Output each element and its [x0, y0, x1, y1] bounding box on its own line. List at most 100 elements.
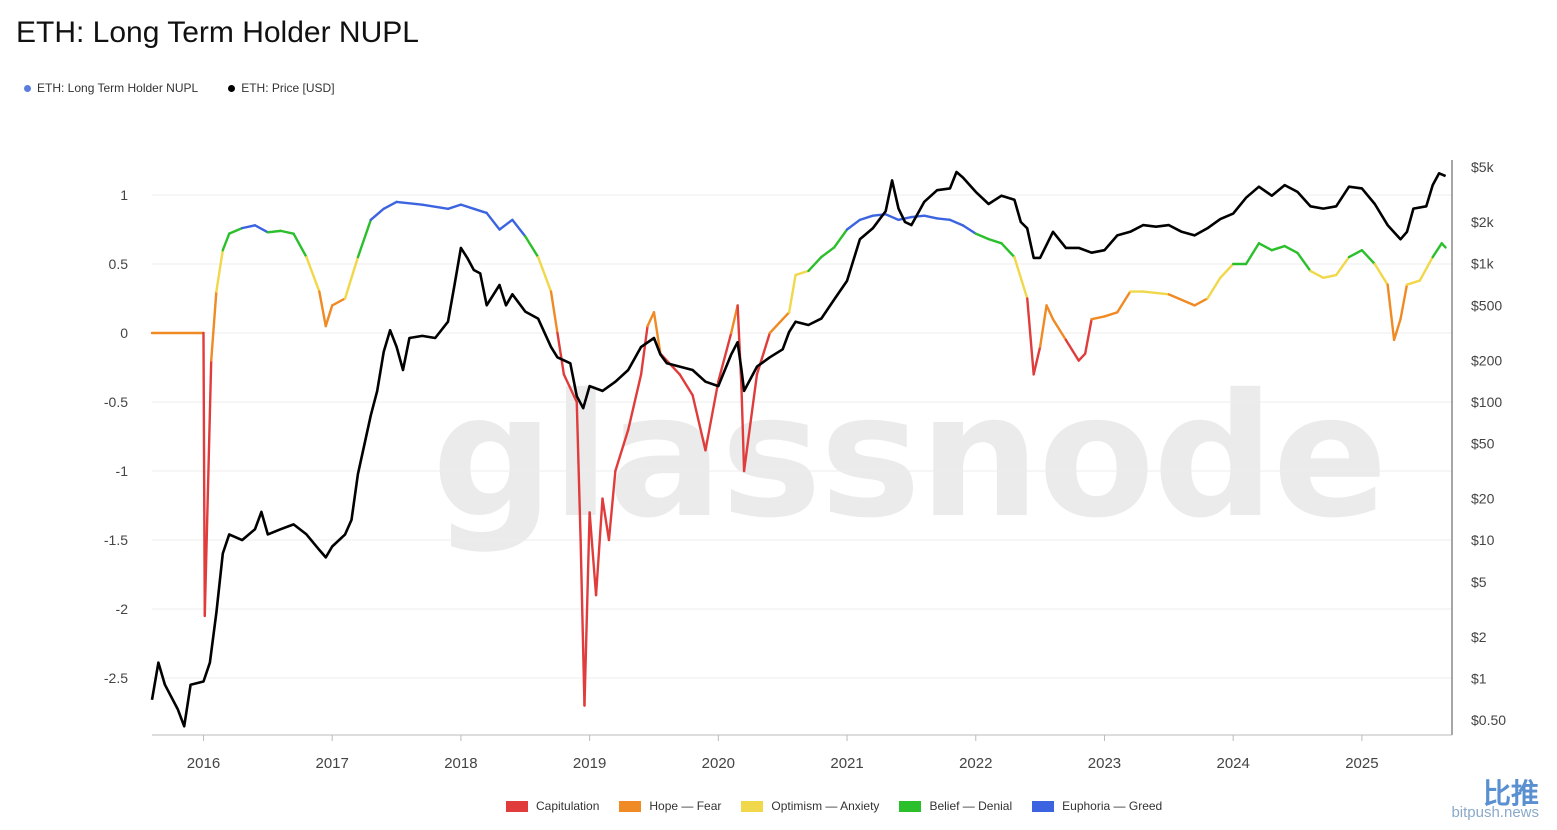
nupl-segment [356, 218, 373, 259]
x-tick-label: 2017 [316, 755, 349, 772]
x-tick-label: 2024 [1217, 755, 1250, 772]
nupl-segment [1399, 283, 1409, 321]
nupl-segment [421, 203, 450, 211]
legend-item-price[interactable]: ETH: Price [USD] [228, 81, 335, 95]
brand-logo: 比推 bitpush.news [1451, 772, 1539, 821]
nupl-segment [253, 224, 270, 234]
nupl-segment [330, 297, 347, 307]
nupl-segment [215, 248, 224, 293]
right-tick-label: $500 [1471, 297, 1502, 313]
nupl-segment [562, 373, 578, 404]
legend-label-nupl: ETH: Long Term Holder NUPL [37, 81, 199, 95]
nupl-segment [948, 218, 965, 227]
nupl-segment [974, 232, 990, 241]
nupl-segment [1347, 248, 1364, 259]
nupl-segment [1000, 242, 1016, 259]
nupl-segment [1283, 244, 1299, 255]
nupl-segment [1418, 255, 1434, 282]
nupl-segment [820, 246, 836, 259]
nupl-segment [498, 218, 514, 231]
right-tick-label: $10 [1471, 532, 1495, 548]
legend-swatch-capitulation [506, 800, 528, 812]
nupl-segment [1045, 304, 1055, 321]
nupl-segment [459, 203, 475, 211]
left-tick-label: -1 [116, 463, 129, 479]
nupl-segment [704, 380, 720, 452]
legend-swatch-hope-fear [619, 800, 642, 812]
nupl-segment [485, 211, 501, 231]
brand-domain: bitpush.news [1451, 804, 1539, 821]
nupl-segment [794, 269, 810, 277]
nupl-segment [556, 331, 566, 376]
nupl-segment [583, 511, 591, 707]
nupl-segment [910, 214, 926, 219]
right-tick-label: $1k [1471, 256, 1495, 272]
legend-item-euphoria-greed[interactable]: Euphoria — Greed [1032, 799, 1162, 813]
nupl-segment [203, 359, 213, 618]
nupl-segment [1013, 255, 1029, 300]
nupl-segment [1309, 269, 1325, 279]
nupl-segment [845, 218, 862, 231]
nupl-segment [1090, 315, 1106, 321]
left-tick-label: -1.5 [104, 532, 128, 548]
nupl-segment [858, 214, 874, 222]
nupl-segment [1206, 276, 1222, 300]
nupl-segment [1032, 345, 1042, 376]
nupl-segment [588, 511, 598, 597]
legend-label-optimism-anxiety: Optimism — Anxiety [771, 799, 880, 813]
legend-item-optimism-anxiety[interactable]: Optimism — Anxiety [741, 799, 879, 813]
legend-swatch-optimism-anxiety [741, 800, 764, 812]
nupl-segment [1431, 242, 1443, 259]
nupl-segment [594, 497, 604, 597]
legend-label-capitulation: Capitulation [536, 799, 600, 813]
legend-label-euphoria-greed: Euphoria — Greed [1062, 799, 1163, 813]
nupl-segment [1077, 352, 1087, 362]
nupl-segment [1064, 338, 1080, 362]
nupl-segment [369, 207, 385, 222]
legend-dot-price [228, 84, 236, 92]
right-tick-label: $20 [1471, 491, 1495, 507]
nupl-segment [221, 232, 231, 252]
nupl-segment [646, 311, 656, 328]
nupl-segment [1296, 251, 1312, 273]
nupl-segment [575, 400, 582, 542]
nupl-segment [787, 273, 797, 314]
nupl-segment [1270, 244, 1286, 252]
nupl-segment [1392, 318, 1402, 342]
nupl-segment [524, 235, 540, 259]
x-tick-label: 2019 [573, 755, 606, 772]
legend-swatch-belief-denial [899, 800, 922, 812]
brand-cn: 比推 [1482, 778, 1539, 809]
nupl-segment [202, 331, 206, 618]
legend-item-belief-denial[interactable]: Belief — Denial [899, 799, 1012, 813]
legend-bottom: Capitulation Hope — Fear Optimism — Anxi… [506, 799, 1162, 813]
nupl-segment [755, 331, 772, 376]
nupl-segment [536, 255, 553, 293]
nupl-segment [240, 224, 257, 230]
legend-top: ETH: Long Term Holder NUPL ETH: Price [U… [24, 81, 335, 95]
x-tick-label: 2018 [444, 755, 477, 772]
nupl-segment [884, 213, 900, 222]
nupl-segment [1373, 262, 1389, 286]
x-tick-label: 2020 [702, 755, 735, 772]
legend-item-hope-fear[interactable]: Hope — Fear [619, 799, 721, 813]
nupl-segment [1051, 318, 1068, 342]
nupl-segment [1257, 242, 1274, 252]
nupl-segment [717, 331, 733, 383]
nupl-segment [266, 229, 282, 234]
left-tick-label: 0 [120, 325, 128, 341]
nupl-segment [318, 290, 327, 328]
legend-item-capitulation[interactable]: Capitulation [506, 799, 599, 813]
nupl-segment [382, 200, 398, 211]
nupl-segment [1405, 279, 1422, 286]
nupl-segment [1440, 242, 1447, 249]
nupl-segment [1244, 242, 1261, 266]
legend-item-nupl[interactable]: ETH: Long Term Holder NUPL [24, 81, 198, 95]
nupl-segment [1116, 290, 1132, 314]
right-tick-label: $5 [1471, 574, 1487, 590]
nupl-segment [935, 217, 952, 222]
x-tick-label: 2016 [187, 755, 220, 772]
nupl-segment [324, 304, 334, 328]
nupl-segment [691, 393, 707, 452]
